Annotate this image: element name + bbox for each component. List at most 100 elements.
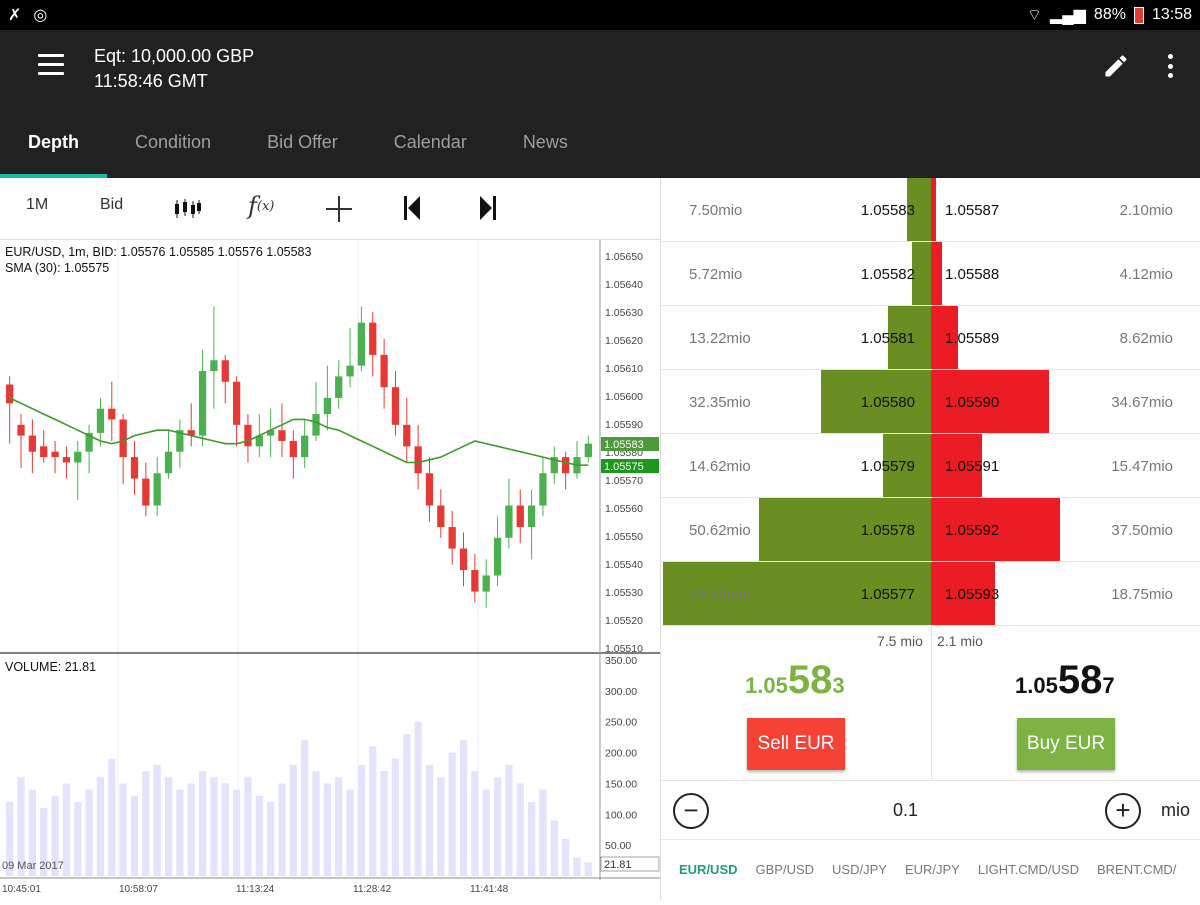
- period-button[interactable]: 1M: [26, 196, 49, 213]
- volume-tick-label: 100.00: [605, 809, 637, 821]
- volume-bar: [255, 795, 263, 876]
- volume-bar: [142, 771, 150, 876]
- candle: [267, 408, 275, 458]
- increase-amount-button[interactable]: +: [1105, 793, 1141, 829]
- volume-bar: [176, 789, 184, 876]
- decrease-amount-button[interactable]: −: [673, 793, 709, 829]
- volume-tick-label: 150.00: [605, 778, 637, 790]
- depth-row[interactable]: 13.22mio 1.05581 1.05589 8.62mio: [661, 306, 1200, 370]
- bid-quantity: 50.62mio: [689, 522, 751, 539]
- candle: [108, 381, 116, 441]
- bid-price: 1.05580: [860, 394, 915, 411]
- ask-volume-bar: [931, 306, 958, 369]
- volume-bar: [51, 795, 59, 876]
- battery-icon: [1133, 6, 1144, 24]
- status-bar: ✗ ◎ ⌔ ▂▄▆ 88% 13:58: [0, 0, 1200, 30]
- price-chart[interactable]: 1.05650 1.05640 1.05630 1.05620 1.05610 1.056…: [0, 240, 660, 900]
- candle: [516, 489, 524, 544]
- ask-quantity: 18.75mio: [1111, 586, 1173, 603]
- edit-icon[interactable]: [1102, 52, 1130, 80]
- depth-row[interactable]: 5.72mio 1.05582 1.05588 4.12mio: [661, 242, 1200, 306]
- volume-bar: [562, 838, 570, 876]
- buy-price-prefix: 1.05: [1015, 673, 1058, 698]
- volume-bar: [380, 771, 388, 876]
- volume-bar: [267, 801, 275, 876]
- skip-to-start-icon[interactable]: [402, 194, 422, 222]
- price-tick-label: 1.05630: [605, 307, 643, 319]
- depth-row[interactable]: 79.55mio 1.05577 1.05593 18.75mio: [661, 562, 1200, 626]
- bid-price: 1.05578: [860, 522, 915, 539]
- tab-condition[interactable]: Condition: [135, 132, 212, 152]
- candlestick-type-icon[interactable]: [172, 198, 202, 220]
- volume-bar: [505, 764, 513, 876]
- bid-price: 1.05579: [860, 458, 915, 475]
- depth-row[interactable]: 7.50mio 1.05583 1.05587 2.10mio: [661, 178, 1200, 242]
- price-tick-label: 1.05650: [605, 251, 643, 263]
- candle: [369, 311, 377, 377]
- menu-icon[interactable]: [38, 54, 64, 76]
- symbol-usd-jpy[interactable]: USD/JPY: [832, 862, 887, 877]
- depth-row[interactable]: 14.62mio 1.05579 1.05591 15.47mio: [661, 434, 1200, 498]
- candle: [312, 381, 320, 441]
- bid-price: 1.05582: [860, 266, 915, 283]
- chart-toolbar: 1M Bid f (x): [0, 178, 660, 240]
- candle: [85, 424, 93, 474]
- tab-depth[interactable]: Depth: [0, 122, 107, 178]
- candle: [471, 553, 479, 603]
- ask-volume-bar: [931, 178, 936, 241]
- candle: [380, 338, 388, 409]
- volume-bar: [301, 740, 309, 876]
- indicator-function-icon[interactable]: f (x): [248, 192, 275, 220]
- sell-button[interactable]: Sell EUR: [747, 718, 845, 770]
- ask-price: 1.05587: [945, 202, 1000, 219]
- volume-bar: [278, 783, 286, 876]
- app-bar: Eqt: 10,000.00 GBP 11:58:46 GMT Depth Co…: [0, 30, 1200, 178]
- ask-quantity: 2.10mio: [1119, 202, 1173, 219]
- ask-quantity: 4.12mio: [1119, 266, 1173, 283]
- symbol-light-cmd-usd[interactable]: LIGHT.CMD/USD: [977, 862, 1079, 877]
- amount-value[interactable]: 0.1: [893, 800, 919, 820]
- candle: [493, 516, 502, 587]
- candle: [448, 510, 456, 565]
- chart-date-label: 09 Mar 2017: [2, 860, 64, 872]
- tab-calendar[interactable]: Calendar: [393, 132, 467, 152]
- volume-bar: [6, 801, 14, 876]
- crosshair-icon[interactable]: [324, 194, 354, 224]
- chart-canvas[interactable]: 1.05650 1.05640 1.05630 1.05620 1.05610 1.056…: [0, 240, 660, 900]
- price-tick-label: 1.05560: [605, 503, 643, 515]
- volume-bar: [448, 752, 456, 876]
- price-tick-label: 1.05640: [605, 279, 643, 291]
- sync-icon: ◎: [33, 7, 48, 24]
- bid-volume-bar: [888, 306, 931, 369]
- candle: [232, 376, 241, 447]
- candle: [527, 489, 536, 560]
- ask-price: 1.05588: [945, 266, 1000, 283]
- candle: [425, 457, 434, 522]
- buy-price-pip: 7: [1102, 673, 1115, 698]
- volume-bar: [357, 764, 366, 876]
- symbol-brent-cmd[interactable]: BRENT.CMD/: [1096, 862, 1177, 877]
- skip-to-end-icon[interactable]: [478, 194, 498, 222]
- price-type-button[interactable]: Bid: [100, 196, 124, 213]
- candle: [119, 414, 127, 484]
- candle: [289, 430, 297, 479]
- buy-button[interactable]: Buy EUR: [1017, 718, 1115, 770]
- candle: [176, 419, 184, 468]
- depth-row[interactable]: 50.62mio 1.05578 1.05592 37.50mio: [661, 498, 1200, 562]
- candle: [74, 440, 82, 501]
- depth-row[interactable]: 32.35mio 1.05580 1.05590 34.67mio: [661, 370, 1200, 434]
- ask-volume-bar: [931, 434, 982, 497]
- sell-price-big: 58: [787, 658, 833, 702]
- symbol-eur-usd[interactable]: EUR/USD: [679, 862, 738, 877]
- symbol-gbp-usd[interactable]: GBP/USD: [755, 862, 815, 877]
- volume-bar: [391, 758, 400, 876]
- tab-bid-offer[interactable]: Bid Offer: [267, 132, 338, 152]
- ask-volume-bar: [931, 562, 995, 625]
- candle: [437, 489, 445, 538]
- volume-bar: [346, 789, 354, 876]
- price-tick-label: 1.05620: [605, 335, 643, 347]
- tab-news[interactable]: News: [522, 132, 568, 152]
- bid-volume-bar: [912, 242, 931, 305]
- more-options-icon[interactable]: [1166, 54, 1174, 78]
- symbol-eur-jpy[interactable]: EUR/JPY: [904, 862, 960, 877]
